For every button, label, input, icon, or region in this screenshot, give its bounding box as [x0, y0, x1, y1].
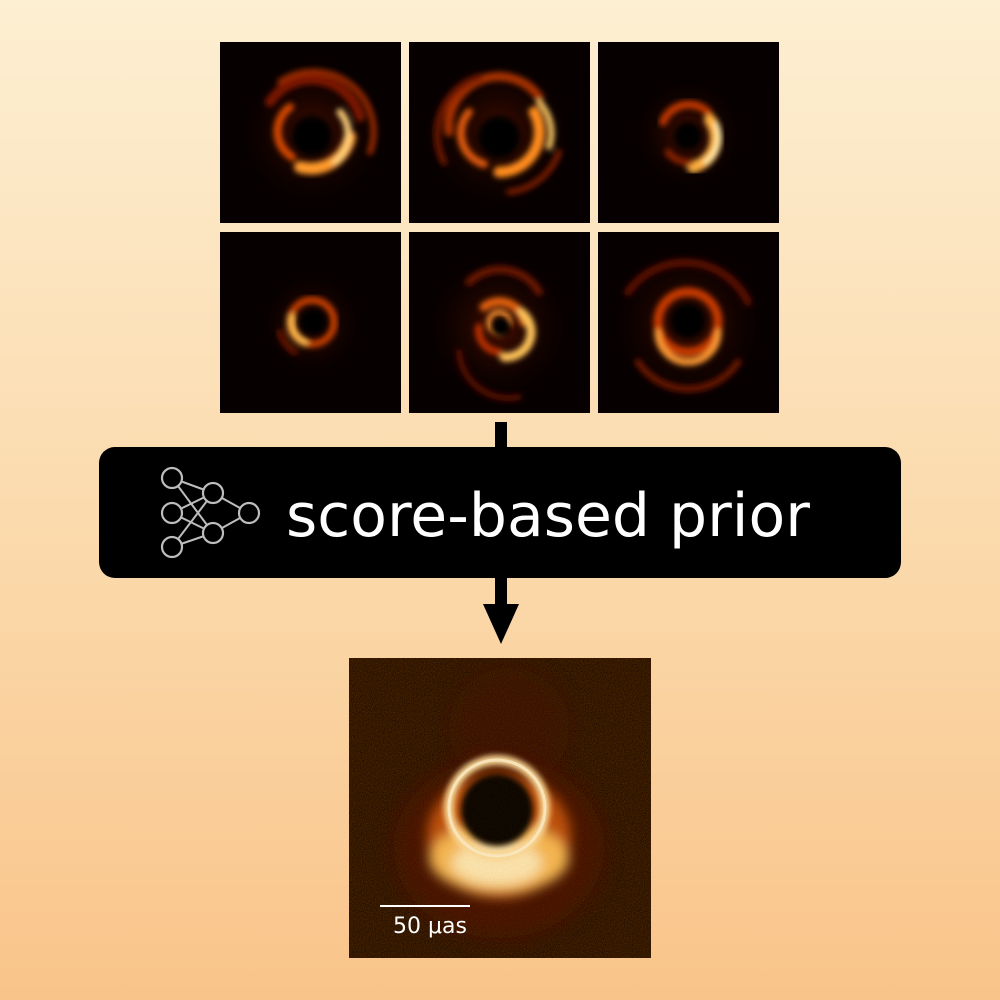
training-image-4 [220, 232, 401, 413]
scale-bar-label: 50 μas [393, 914, 467, 939]
reconstructed-black-hole-image [349, 658, 651, 958]
banner-label: score-based prior [286, 481, 810, 551]
score-based-prior-banner [99, 447, 901, 578]
arrow-down-icon [483, 604, 519, 644]
training-image-6 [598, 232, 779, 413]
connector-line-top [495, 422, 507, 448]
training-image-5 [409, 232, 590, 413]
training-image-3 [598, 42, 779, 223]
training-image-1 [220, 42, 401, 223]
training-image-2 [409, 42, 590, 223]
scale-bar [380, 905, 470, 907]
neural-network-icon [160, 466, 261, 559]
connector-line-bottom [495, 577, 507, 607]
